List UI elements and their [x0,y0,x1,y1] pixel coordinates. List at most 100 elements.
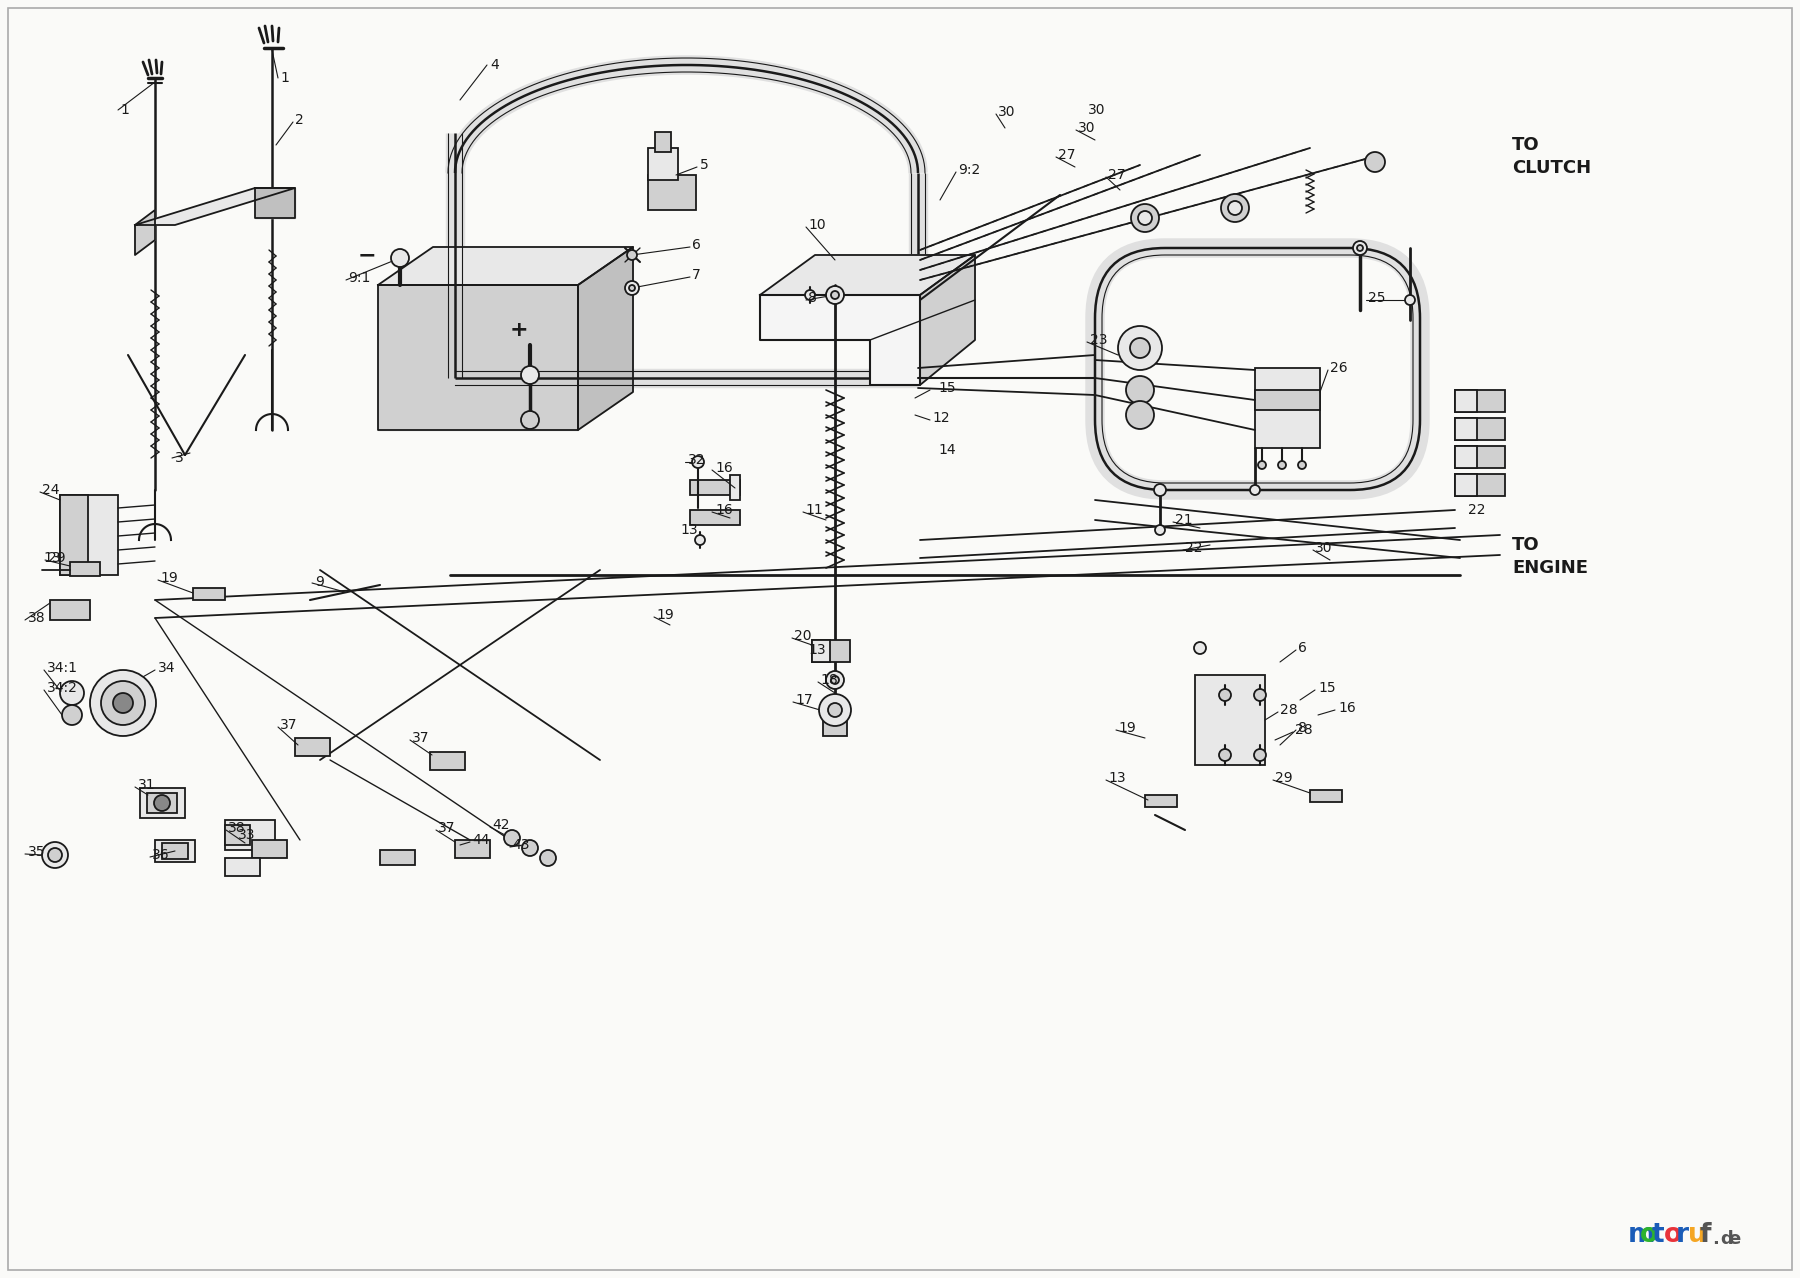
Text: 34:1: 34:1 [47,661,77,675]
Circle shape [805,290,815,300]
Text: 34: 34 [158,661,176,675]
Text: 5: 5 [700,158,709,173]
Bar [648,175,697,210]
Circle shape [1219,749,1231,760]
Bar [1454,474,1505,496]
Circle shape [1127,376,1154,404]
Text: 25: 25 [1368,291,1386,305]
Bar [812,640,830,662]
Circle shape [832,291,839,299]
Text: 43: 43 [511,838,529,852]
Bar [689,481,740,495]
Text: TO: TO [1512,535,1539,553]
Text: 37: 37 [281,718,297,732]
Circle shape [1255,689,1265,702]
Bar [225,826,250,845]
Text: 10: 10 [808,219,826,233]
Circle shape [1357,245,1363,250]
Circle shape [628,285,635,291]
Circle shape [1138,211,1152,225]
Text: 15: 15 [938,381,956,395]
Bar [1255,368,1319,449]
Bar [1145,795,1177,806]
Bar [1195,675,1265,766]
Polygon shape [135,210,155,256]
Text: 8: 8 [1298,721,1307,735]
Text: 37: 37 [437,820,455,835]
Circle shape [522,840,538,856]
Text: 13: 13 [680,523,698,537]
Circle shape [826,286,844,304]
Text: 2: 2 [295,112,304,127]
Circle shape [691,456,704,468]
Bar [70,562,101,576]
Text: d: d [1721,1229,1733,1249]
Bar [655,132,671,152]
Text: e: e [1728,1229,1741,1249]
Circle shape [90,670,157,736]
Text: 35: 35 [29,845,45,859]
Text: 1: 1 [281,72,288,86]
Circle shape [1406,295,1415,305]
Text: u: u [1688,1222,1706,1249]
Bar [140,789,185,818]
Text: 6: 6 [691,238,700,252]
Text: 7: 7 [691,268,700,282]
Bar [193,588,225,599]
Circle shape [1127,401,1154,429]
Bar [455,840,490,858]
Bar [812,640,850,662]
Text: 33: 33 [238,828,256,842]
Text: 3: 3 [175,451,184,465]
Text: o: o [1663,1222,1681,1249]
Bar [50,599,90,620]
Polygon shape [378,247,634,285]
Text: 27: 27 [1109,167,1125,181]
Text: 36: 36 [151,849,169,861]
Circle shape [59,681,85,705]
Bar [1255,390,1319,410]
Text: 29: 29 [49,551,65,565]
Circle shape [61,705,83,725]
Text: 22: 22 [1184,541,1202,555]
Circle shape [101,681,146,725]
Bar [380,850,416,865]
Text: 31: 31 [139,778,155,792]
Text: 28: 28 [1280,703,1298,717]
Bar [1454,390,1478,412]
Text: ENGINE: ENGINE [1512,558,1588,576]
Text: 16: 16 [715,504,733,518]
Text: 4: 4 [490,58,499,72]
Circle shape [1255,749,1265,760]
Bar [59,495,119,575]
Text: 19: 19 [160,571,178,585]
Text: CLUTCH: CLUTCH [1512,158,1591,176]
Text: 30: 30 [1316,541,1332,555]
Circle shape [1156,525,1165,535]
Circle shape [832,676,839,684]
Circle shape [41,842,68,868]
Circle shape [1354,242,1366,256]
Bar [295,737,329,757]
Text: 30: 30 [997,105,1015,119]
Bar [689,510,740,525]
Text: 13: 13 [43,551,61,565]
Circle shape [1130,204,1159,233]
Circle shape [1228,201,1242,215]
Text: 16: 16 [1337,702,1355,714]
Text: 20: 20 [794,629,812,643]
Text: 34:2: 34:2 [47,681,77,695]
Circle shape [113,693,133,713]
Text: 30: 30 [1087,104,1105,118]
Text: 8: 8 [808,291,817,305]
Text: TO: TO [1512,135,1539,155]
Text: 19: 19 [655,608,673,622]
Circle shape [49,849,61,861]
Circle shape [1154,484,1166,496]
Bar [225,858,259,875]
Text: 24: 24 [41,483,59,497]
Circle shape [540,850,556,866]
Bar [731,475,740,500]
Circle shape [520,412,538,429]
Polygon shape [378,285,578,429]
